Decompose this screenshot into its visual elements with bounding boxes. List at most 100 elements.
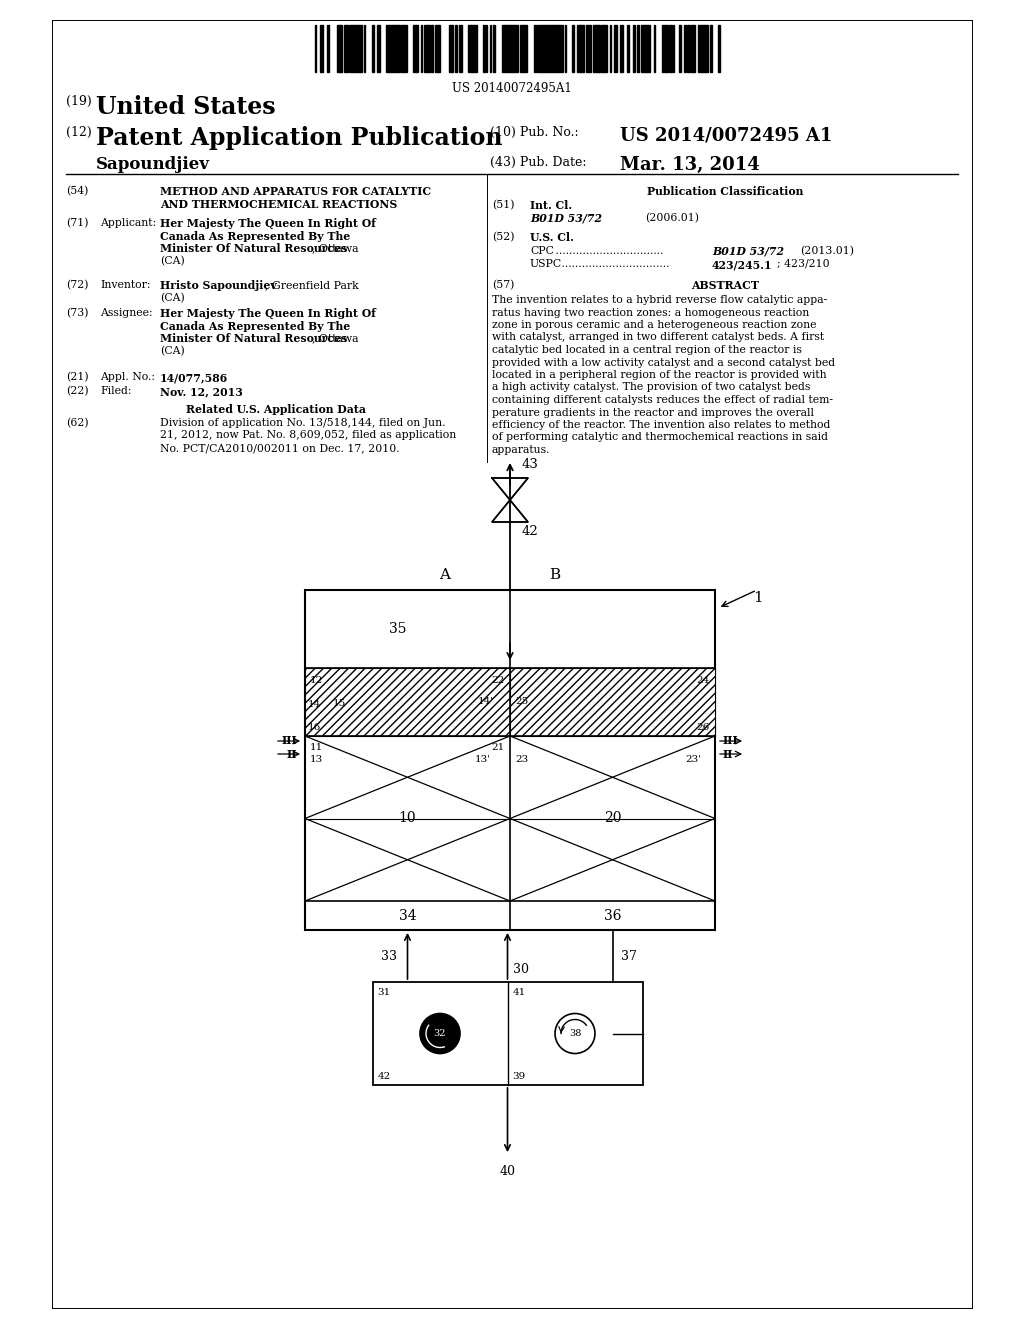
Text: 42: 42 xyxy=(378,1072,391,1081)
Text: 14': 14' xyxy=(478,697,494,706)
Text: ................................: ................................ xyxy=(552,246,667,256)
Text: 24: 24 xyxy=(696,676,710,685)
Text: II: II xyxy=(723,748,733,759)
Text: , Ottawa: , Ottawa xyxy=(312,243,358,253)
Text: Appl. No.:: Appl. No.: xyxy=(100,372,155,381)
Text: perature gradients in the reactor and improves the overall: perature gradients in the reactor and im… xyxy=(492,408,814,417)
Bar xyxy=(550,25,552,73)
Text: 20: 20 xyxy=(604,812,622,825)
Bar xyxy=(401,25,403,73)
Text: 33: 33 xyxy=(382,949,397,962)
Bar xyxy=(534,25,537,73)
Text: (CA): (CA) xyxy=(160,256,184,265)
Text: Applicant:: Applicant: xyxy=(100,218,156,228)
Text: 31: 31 xyxy=(378,987,391,997)
Text: (2006.01): (2006.01) xyxy=(645,213,699,223)
Text: (10) Pub. No.:: (10) Pub. No.: xyxy=(490,125,579,139)
Polygon shape xyxy=(492,500,528,521)
Text: 23': 23' xyxy=(685,755,701,764)
Bar xyxy=(398,25,400,73)
Bar xyxy=(580,25,584,73)
Text: 15: 15 xyxy=(333,700,346,708)
Text: 423/245.1: 423/245.1 xyxy=(712,259,773,271)
Bar xyxy=(337,25,339,73)
Text: 30: 30 xyxy=(512,964,528,975)
Text: Hristo Sapoundjiev: Hristo Sapoundjiev xyxy=(160,280,276,290)
Bar xyxy=(403,25,407,73)
Text: 21: 21 xyxy=(492,743,505,752)
Text: 32: 32 xyxy=(434,1030,446,1038)
Text: 43: 43 xyxy=(522,458,539,471)
Text: (73): (73) xyxy=(66,308,88,318)
Bar xyxy=(684,25,686,73)
Text: 10: 10 xyxy=(398,812,417,825)
Text: (72): (72) xyxy=(66,280,88,290)
Bar xyxy=(360,25,362,73)
Bar xyxy=(378,25,380,73)
Text: Nov. 12, 2013: Nov. 12, 2013 xyxy=(160,385,243,397)
Text: provided with a low activity catalyst and a second catalyst bed: provided with a low activity catalyst an… xyxy=(492,358,836,367)
Text: (21): (21) xyxy=(66,372,89,383)
Text: with catalyst, arranged in two different catalyst beds. A first: with catalyst, arranged in two different… xyxy=(492,333,824,342)
Text: (71): (71) xyxy=(66,218,88,228)
Bar xyxy=(344,25,346,73)
Text: Canada As Represented By The: Canada As Represented By The xyxy=(160,321,350,331)
Text: (51): (51) xyxy=(492,201,514,210)
Text: III: III xyxy=(282,735,297,747)
Text: 16: 16 xyxy=(308,723,322,733)
Text: containing different catalysts reduces the effect of radial tem-: containing different catalysts reduces t… xyxy=(492,395,833,405)
Text: Minister Of Natural Resources: Minister Of Natural Resources xyxy=(160,243,347,253)
Text: Patent Application Publication: Patent Application Publication xyxy=(96,125,503,150)
Text: Canada As Represented By The: Canada As Represented By The xyxy=(160,231,350,242)
Text: ; 423/210: ; 423/210 xyxy=(777,259,829,269)
Bar xyxy=(559,25,563,73)
Text: Inventor:: Inventor: xyxy=(100,280,151,290)
Text: 13: 13 xyxy=(310,755,324,764)
Text: 35: 35 xyxy=(389,622,407,636)
Bar xyxy=(510,668,715,737)
Bar xyxy=(435,25,439,73)
Bar xyxy=(372,25,374,73)
Text: United States: United States xyxy=(96,95,275,119)
Text: efficiency of the reactor. The invention also relates to method: efficiency of the reactor. The invention… xyxy=(492,420,830,430)
Bar xyxy=(633,25,635,73)
Bar xyxy=(455,25,457,73)
Bar xyxy=(393,25,395,73)
Circle shape xyxy=(555,1014,595,1053)
Bar xyxy=(691,25,693,73)
Text: ratus having two reaction zones: a homogeneous reaction: ratus having two reaction zones: a homog… xyxy=(492,308,809,318)
Text: 11: 11 xyxy=(310,743,324,752)
Text: 25: 25 xyxy=(515,697,528,706)
Text: No. PCT/CA2010/002011 on Dec. 17, 2010.: No. PCT/CA2010/002011 on Dec. 17, 2010. xyxy=(160,444,399,453)
Bar xyxy=(389,25,392,73)
Bar xyxy=(586,25,589,73)
Text: Filed:: Filed: xyxy=(100,385,131,396)
Circle shape xyxy=(420,1014,460,1053)
Text: (19): (19) xyxy=(66,95,92,108)
Text: Minister Of Natural Resources: Minister Of Natural Resources xyxy=(160,333,347,345)
Text: 12: 12 xyxy=(310,676,324,685)
Bar xyxy=(698,25,702,73)
Bar xyxy=(669,25,672,73)
Bar xyxy=(387,25,389,73)
Bar xyxy=(346,25,348,73)
Text: 40: 40 xyxy=(500,1166,515,1177)
Text: 26: 26 xyxy=(696,723,710,733)
Text: B01D 53/72: B01D 53/72 xyxy=(530,213,602,223)
Bar xyxy=(353,25,355,73)
Text: Her Majesty The Queen In Right Of: Her Majesty The Queen In Right Of xyxy=(160,218,376,230)
Bar xyxy=(553,25,555,73)
Text: (57): (57) xyxy=(492,280,514,290)
Bar xyxy=(514,25,518,73)
Bar xyxy=(349,25,353,73)
Text: 36: 36 xyxy=(604,908,622,923)
Text: AND THERMOCHEMICAL REACTIONS: AND THERMOCHEMICAL REACTIONS xyxy=(160,198,397,210)
Bar xyxy=(509,25,511,73)
Bar xyxy=(305,590,715,931)
Bar xyxy=(460,25,462,73)
Text: III: III xyxy=(723,735,738,747)
Text: II: II xyxy=(287,748,297,759)
Text: 21, 2012, now Pat. No. 8,609,052, filed as application: 21, 2012, now Pat. No. 8,609,052, filed … xyxy=(160,430,457,441)
Text: Division of application No. 13/518,144, filed on Jun.: Division of application No. 13/518,144, … xyxy=(160,418,445,428)
Text: located in a peripheral region of the reactor is provided with: located in a peripheral region of the re… xyxy=(492,370,826,380)
